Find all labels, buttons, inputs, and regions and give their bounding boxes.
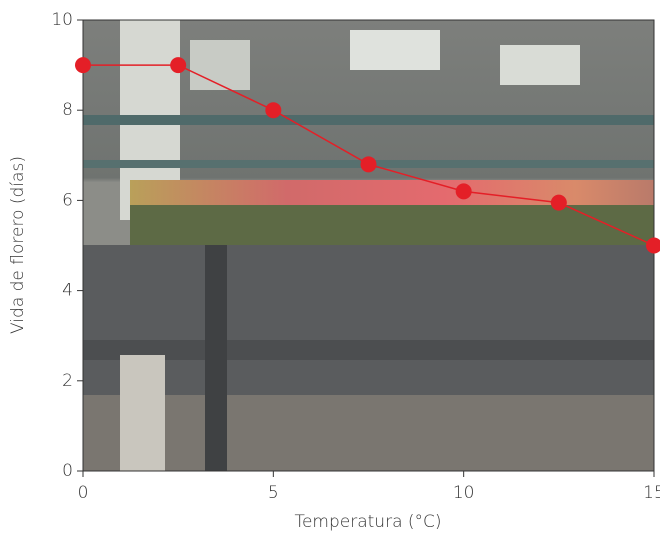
data-point — [360, 156, 377, 173]
y-tick-label: 0 — [62, 461, 73, 481]
data-point — [170, 57, 187, 74]
data-point — [455, 183, 472, 200]
y-tick-label: 2 — [62, 371, 73, 391]
x-tick-label: 0 — [78, 483, 89, 503]
data-point — [646, 237, 660, 254]
y-tick-label: 10 — [51, 10, 73, 30]
y-tick-label: 8 — [62, 100, 73, 120]
y-tick-label: 6 — [62, 190, 73, 210]
x-tick-label: 5 — [268, 483, 279, 503]
data-point — [550, 194, 567, 211]
data-point — [75, 57, 91, 74]
photo-background — [83, 20, 654, 471]
data-point — [265, 102, 282, 119]
y-axis-label: Vida de florero (días) — [8, 156, 28, 334]
y-tick-label: 4 — [62, 281, 73, 301]
x-tick-label: 15 — [643, 483, 660, 503]
x-tick-label: 10 — [453, 483, 475, 503]
x-axis-label: Temperatura (°C) — [294, 512, 441, 532]
